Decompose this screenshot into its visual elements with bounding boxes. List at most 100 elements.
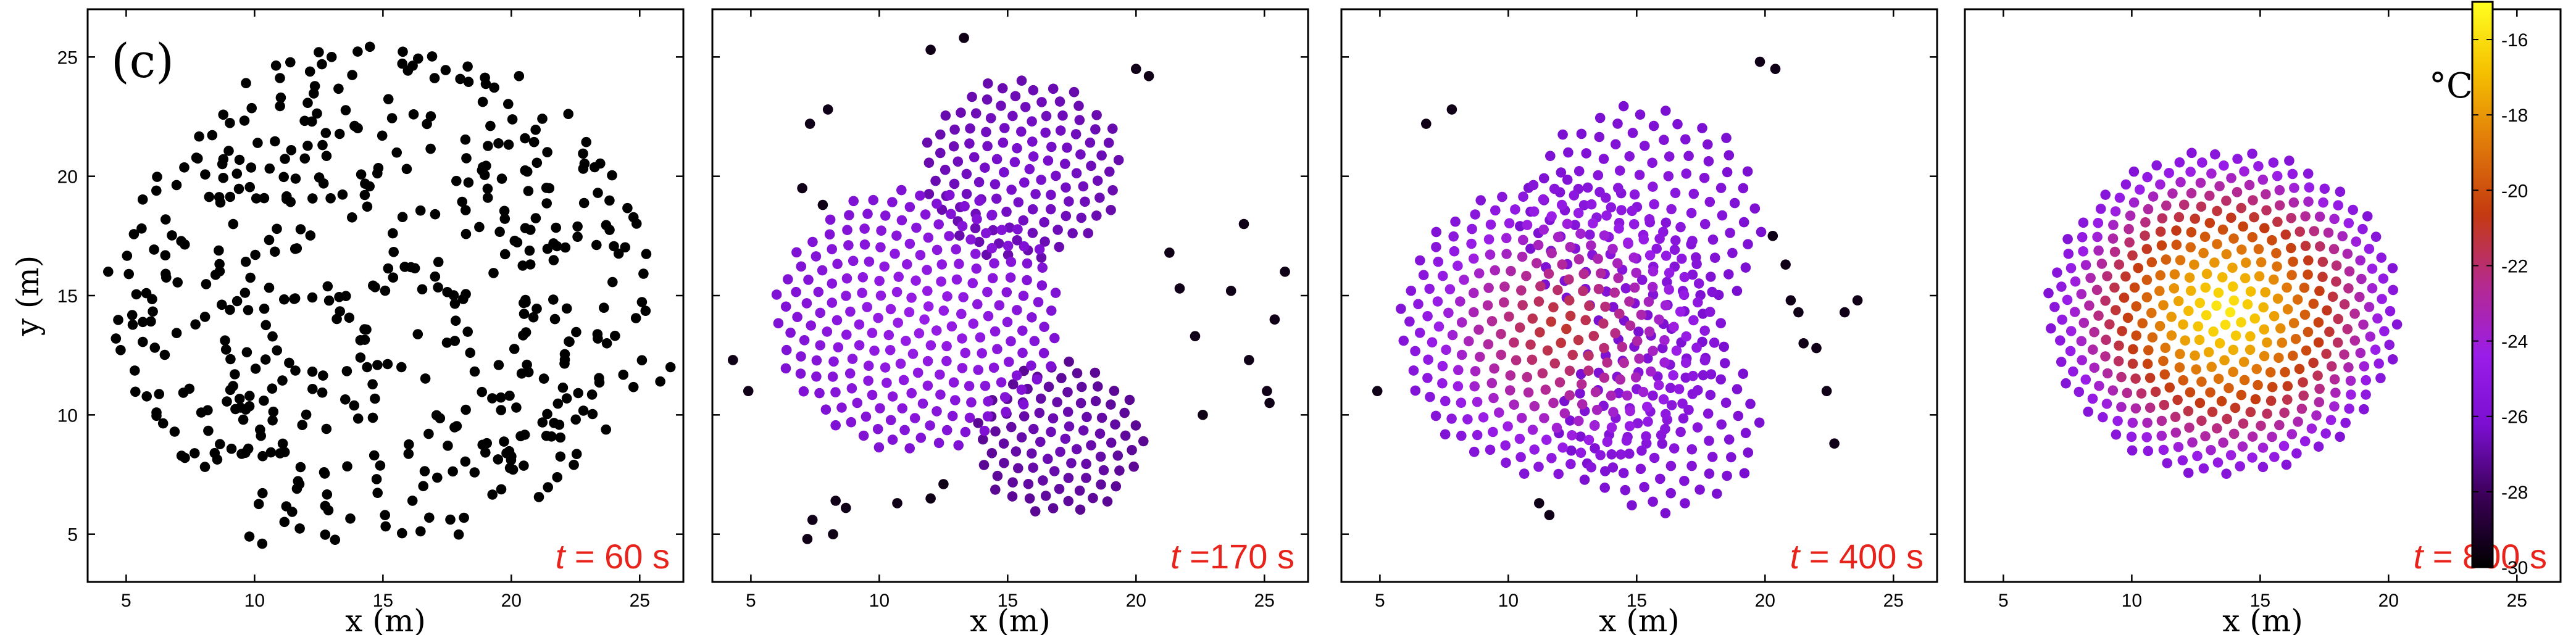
panel-label: (c): [111, 33, 174, 88]
scatter-point: [996, 101, 1006, 111]
scatter-point: [2290, 334, 2301, 344]
time-symbol: t: [2414, 537, 2425, 576]
scatter-point: [1456, 349, 1467, 360]
scatter-point: [572, 221, 583, 232]
scatter-point: [1433, 256, 1444, 267]
scatter-point: [1546, 247, 1557, 259]
scatter-point: [1007, 477, 1018, 488]
scatter-point: [862, 209, 873, 219]
scatter-point: [994, 300, 1005, 311]
scatter-point: [2304, 182, 2315, 193]
scatter-point: [449, 298, 461, 309]
scatter-point: [2222, 413, 2232, 425]
scatter-point: [1546, 453, 1557, 463]
scatter-point: [2111, 429, 2122, 440]
scatter-point: [519, 460, 529, 471]
scatter-point: [1036, 97, 1047, 107]
scatter-point: [233, 183, 244, 194]
scatter-point: [873, 312, 883, 323]
scatter-point: [2232, 154, 2243, 164]
scatter-point: [1648, 120, 1659, 131]
scatter-point: [935, 129, 946, 140]
scatter-point: [321, 151, 332, 161]
scatter-point: [2065, 346, 2076, 357]
scatter-points: [103, 41, 676, 549]
scatter-point: [259, 304, 270, 314]
scatter-point: [1562, 175, 1573, 185]
scatter-point: [2259, 324, 2270, 335]
scatter-point: [1669, 322, 1679, 333]
scatter-point: [2124, 223, 2134, 234]
scatter-point: [981, 228, 991, 239]
scatter-point: [2359, 361, 2370, 371]
scatter-point: [1057, 110, 1068, 121]
scatter-point: [1006, 185, 1017, 195]
scatter-point: [1418, 270, 1429, 281]
scatter-point: [2343, 362, 2354, 373]
scatter-point: [1490, 205, 1501, 216]
scatter-point: [980, 162, 990, 173]
scatter-point: [923, 301, 934, 312]
scatter-point: [607, 170, 617, 181]
scatter-point: [103, 267, 114, 277]
scatter-point: [397, 212, 408, 223]
scatter-point: [1738, 368, 1749, 379]
scatter-point: [1535, 281, 1546, 292]
scatter-point: [2293, 417, 2303, 427]
scatter-point: [1018, 291, 1029, 301]
scatter-point: [1013, 463, 1023, 473]
scatter-point: [2146, 257, 2157, 268]
scatter-point: [240, 404, 251, 415]
scatter-point: [160, 250, 171, 261]
scatter-point: [1096, 150, 1107, 161]
scatter-point: [2049, 302, 2060, 312]
scatter-point: [190, 319, 201, 330]
scatter-point: [2155, 179, 2165, 190]
scatter-point: [1606, 422, 1617, 433]
scatter-point: [1729, 197, 1740, 209]
scatter-point: [2236, 389, 2247, 401]
scatter-point: [1470, 209, 1480, 220]
scatter-point: [2248, 195, 2258, 205]
scatter-point: [2300, 211, 2311, 222]
scatter-point: [931, 325, 942, 336]
scatter-point: [1715, 374, 1726, 385]
scatter-point: [2043, 288, 2054, 299]
scatter-point: [320, 500, 331, 512]
scatter-point: [990, 326, 1001, 337]
scatter-point: [520, 165, 530, 176]
scatter-point: [2237, 441, 2248, 452]
scatter-point: [1622, 390, 1633, 401]
scatter-point: [1510, 204, 1520, 215]
scatter-point: [228, 381, 238, 391]
scatter-point: [1614, 223, 1624, 234]
scatter-point: [1415, 255, 1425, 266]
scatter-point: [244, 181, 256, 193]
scatter-point: [935, 369, 945, 380]
scatter-point: [1707, 452, 1718, 462]
scatter-point: [2076, 336, 2087, 347]
scatter-point: [1576, 379, 1587, 389]
scatter-point: [2333, 313, 2343, 325]
scatter-point: [427, 51, 438, 62]
scatter-point: [887, 391, 898, 402]
scatter-point: [312, 108, 322, 119]
scatter-point: [520, 133, 530, 144]
scatter-point: [2359, 404, 2369, 415]
scatter-point: [885, 345, 896, 355]
scatter-point: [1090, 396, 1101, 407]
scatter-point: [530, 125, 541, 135]
scatter-point: [1725, 228, 1735, 238]
scatter-point: [2200, 282, 2211, 293]
scatter-point: [334, 292, 344, 302]
scatter-point: [2125, 210, 2136, 221]
scatter-point: [2265, 396, 2277, 406]
scatter-point: [930, 175, 941, 186]
scatter-point: [2096, 259, 2107, 269]
scatter-point: [469, 467, 480, 478]
scatter-point: [1501, 233, 1512, 244]
scatter-point: [1027, 228, 1038, 238]
scatter-point: [2186, 147, 2197, 159]
scatter-point: [822, 326, 833, 337]
scatter-point: [2070, 276, 2081, 287]
